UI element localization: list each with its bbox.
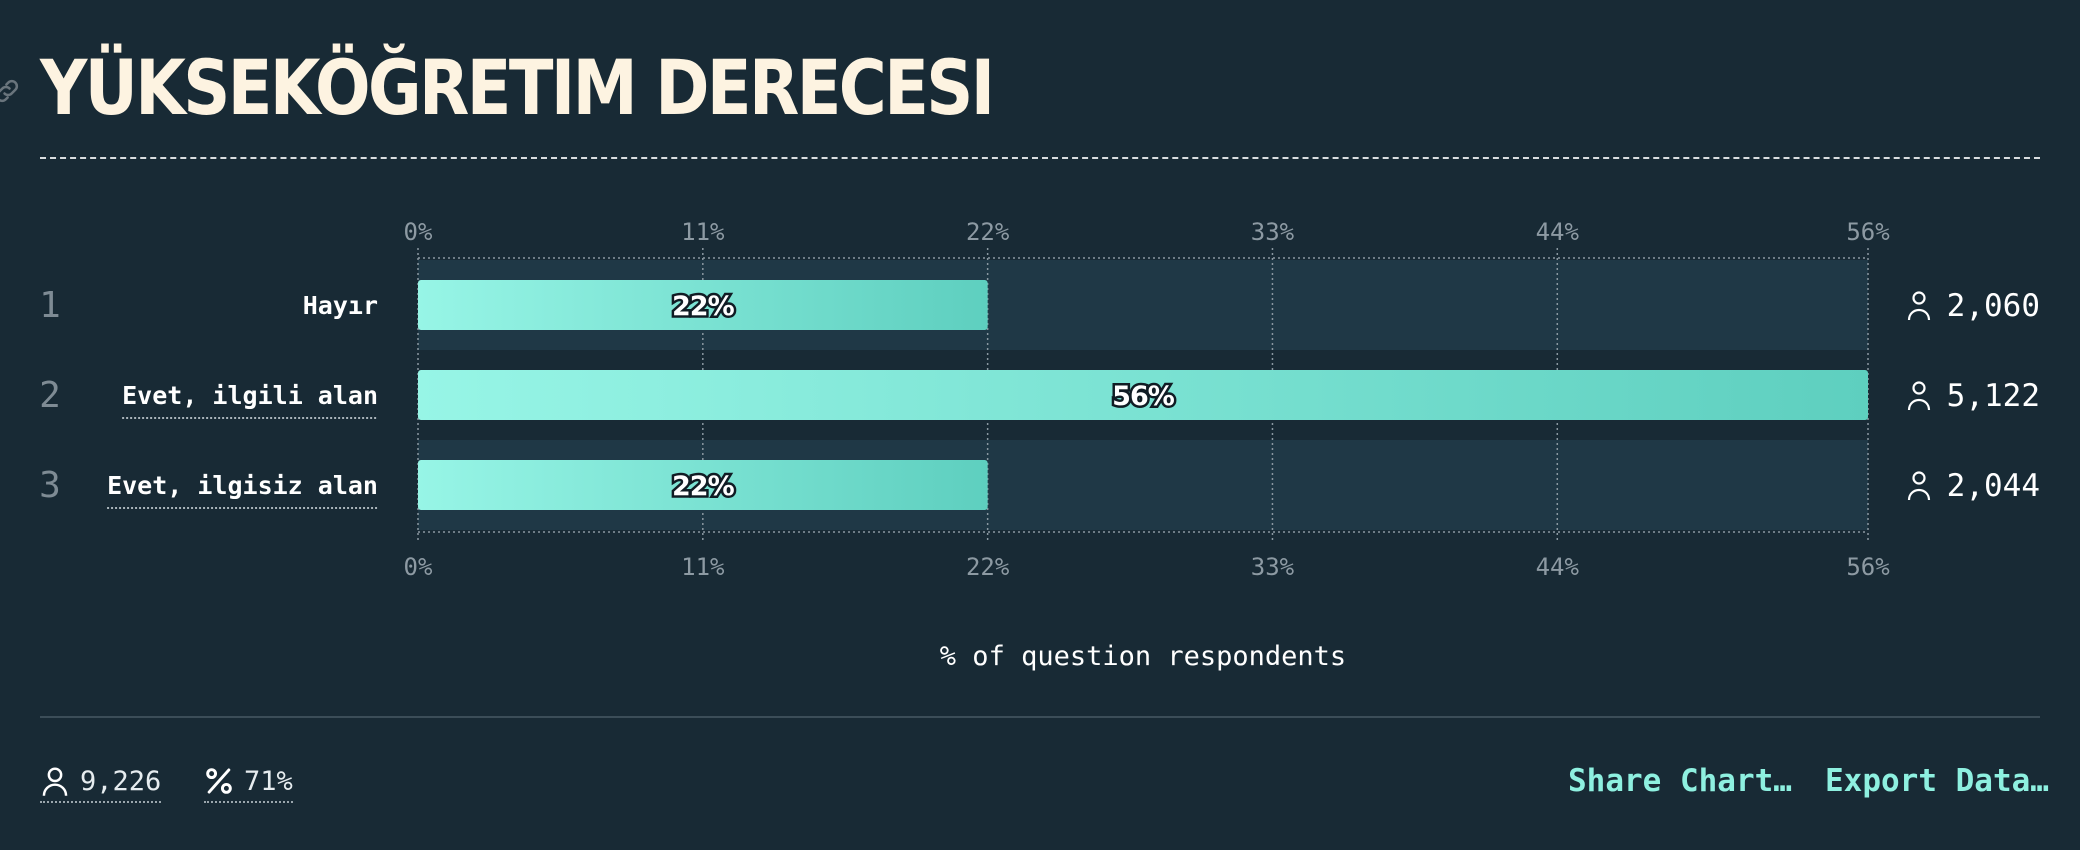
x-tick-label-bottom: 0% xyxy=(404,553,433,581)
person-icon xyxy=(1907,381,1931,411)
x-tick-label-bottom: 33% xyxy=(1251,553,1295,581)
person-icon xyxy=(1907,471,1931,501)
chart-title: YÜKSEKÖĞRETIM DERECESI xyxy=(40,43,995,132)
export-data-button[interactable]: Export Data… xyxy=(1825,763,2049,799)
bar-chart: 0% 0% 11% 11% 22% 22% 33% 33% 44% 44% 56% 56% 22% 1 Ha… xyxy=(39,218,2040,672)
person-icon xyxy=(1907,291,1931,321)
category-label[interactable]: Hayır xyxy=(303,291,378,320)
category-label[interactable]: Evet, ilgili alan xyxy=(122,381,378,410)
response-rate-stat[interactable]: 71% xyxy=(204,765,293,803)
x-tick-label-bottom: 22% xyxy=(966,553,1010,581)
respondents-count: 9,226 xyxy=(80,765,162,797)
x-tick-label-top: 22% xyxy=(966,218,1010,246)
data-label: 22% xyxy=(672,291,735,322)
category-label[interactable]: Evet, ilgisiz alan xyxy=(107,471,378,500)
bar[interactable] xyxy=(418,370,1868,420)
percent-icon xyxy=(206,768,232,794)
response-rate-value: 71% xyxy=(244,765,293,797)
title-divider xyxy=(40,157,2040,159)
data-label: 22% xyxy=(672,471,735,502)
x-tick-label-top: 0% xyxy=(404,218,433,246)
bar[interactable] xyxy=(418,280,988,330)
rank-number: 1 xyxy=(39,285,61,326)
link-icon[interactable] xyxy=(0,76,22,106)
data-label: 56% xyxy=(1112,381,1175,412)
respondent-count: 2,044 xyxy=(1947,468,2040,504)
respondent-count: 5,122 xyxy=(1947,378,2040,414)
x-tick-label-bottom: 44% xyxy=(1536,553,1580,581)
respondents-stat[interactable]: 9,226 xyxy=(40,765,162,803)
bar[interactable] xyxy=(418,460,988,510)
person-icon xyxy=(42,767,68,796)
x-tick-label-top: 11% xyxy=(681,218,725,246)
share-chart-button[interactable]: Share Chart… xyxy=(1568,763,1792,799)
x-tick-label-bottom: 56% xyxy=(1846,553,1890,581)
x-tick-label-top: 56% xyxy=(1846,218,1890,246)
footer-divider xyxy=(40,716,2040,718)
x-tick-label-bottom: 11% xyxy=(681,553,725,581)
rank-number: 3 xyxy=(39,465,61,506)
x-axis-title: % of question respondents xyxy=(940,641,1346,672)
x-tick-label-top: 33% xyxy=(1251,218,1295,246)
rank-number: 2 xyxy=(39,375,61,416)
x-tick-label-top: 44% xyxy=(1536,218,1580,246)
respondent-count: 2,060 xyxy=(1947,288,2040,324)
